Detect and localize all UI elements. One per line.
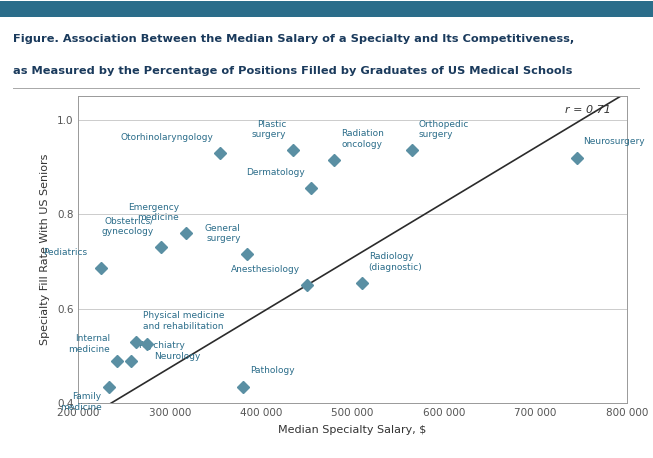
Text: Neurosurgery: Neurosurgery — [584, 137, 645, 147]
Text: Orthopedic
surgery: Orthopedic surgery — [419, 120, 470, 139]
Text: Plastic
surgery: Plastic surgery — [252, 120, 286, 139]
Text: Dermatology: Dermatology — [246, 168, 304, 177]
Text: Emergency
medicine: Emergency medicine — [128, 202, 180, 222]
X-axis label: Median Specialty Salary, $: Median Specialty Salary, $ — [278, 425, 427, 435]
Text: Psychiatry: Psychiatry — [138, 341, 185, 350]
Text: Radiation
oncology: Radiation oncology — [342, 130, 384, 149]
Text: Pathology: Pathology — [250, 366, 295, 376]
Text: Internal
medicine: Internal medicine — [68, 334, 110, 354]
Text: Pediatrics: Pediatrics — [43, 248, 88, 257]
Text: Family
medicine: Family medicine — [60, 392, 102, 412]
Text: Anesthesiology: Anesthesiology — [231, 265, 300, 274]
Text: Figure. Association Between the Median Salary of a Specialty and Its Competitive: Figure. Association Between the Median S… — [13, 34, 574, 44]
Text: as Measured by the Percentage of Positions Filled by Graduates of US Medical Sch: as Measured by the Percentage of Positio… — [13, 66, 573, 76]
Text: r = 0.71: r = 0.71 — [565, 105, 611, 115]
Text: General
surgery: General surgery — [204, 224, 240, 243]
Y-axis label: Specialty Fill Rate With US Seniors: Specialty Fill Rate With US Seniors — [40, 154, 50, 345]
Text: Obstetrics/
gynecology: Obstetrics/ gynecology — [101, 217, 153, 236]
Text: Otorhinolaryngology: Otorhinolaryngology — [120, 133, 213, 142]
Text: Neurology: Neurology — [154, 352, 200, 361]
Text: Radiology
(diagnostic): Radiology (diagnostic) — [369, 252, 422, 272]
Text: Physical medicine
and rehabilitation: Physical medicine and rehabilitation — [143, 311, 225, 331]
